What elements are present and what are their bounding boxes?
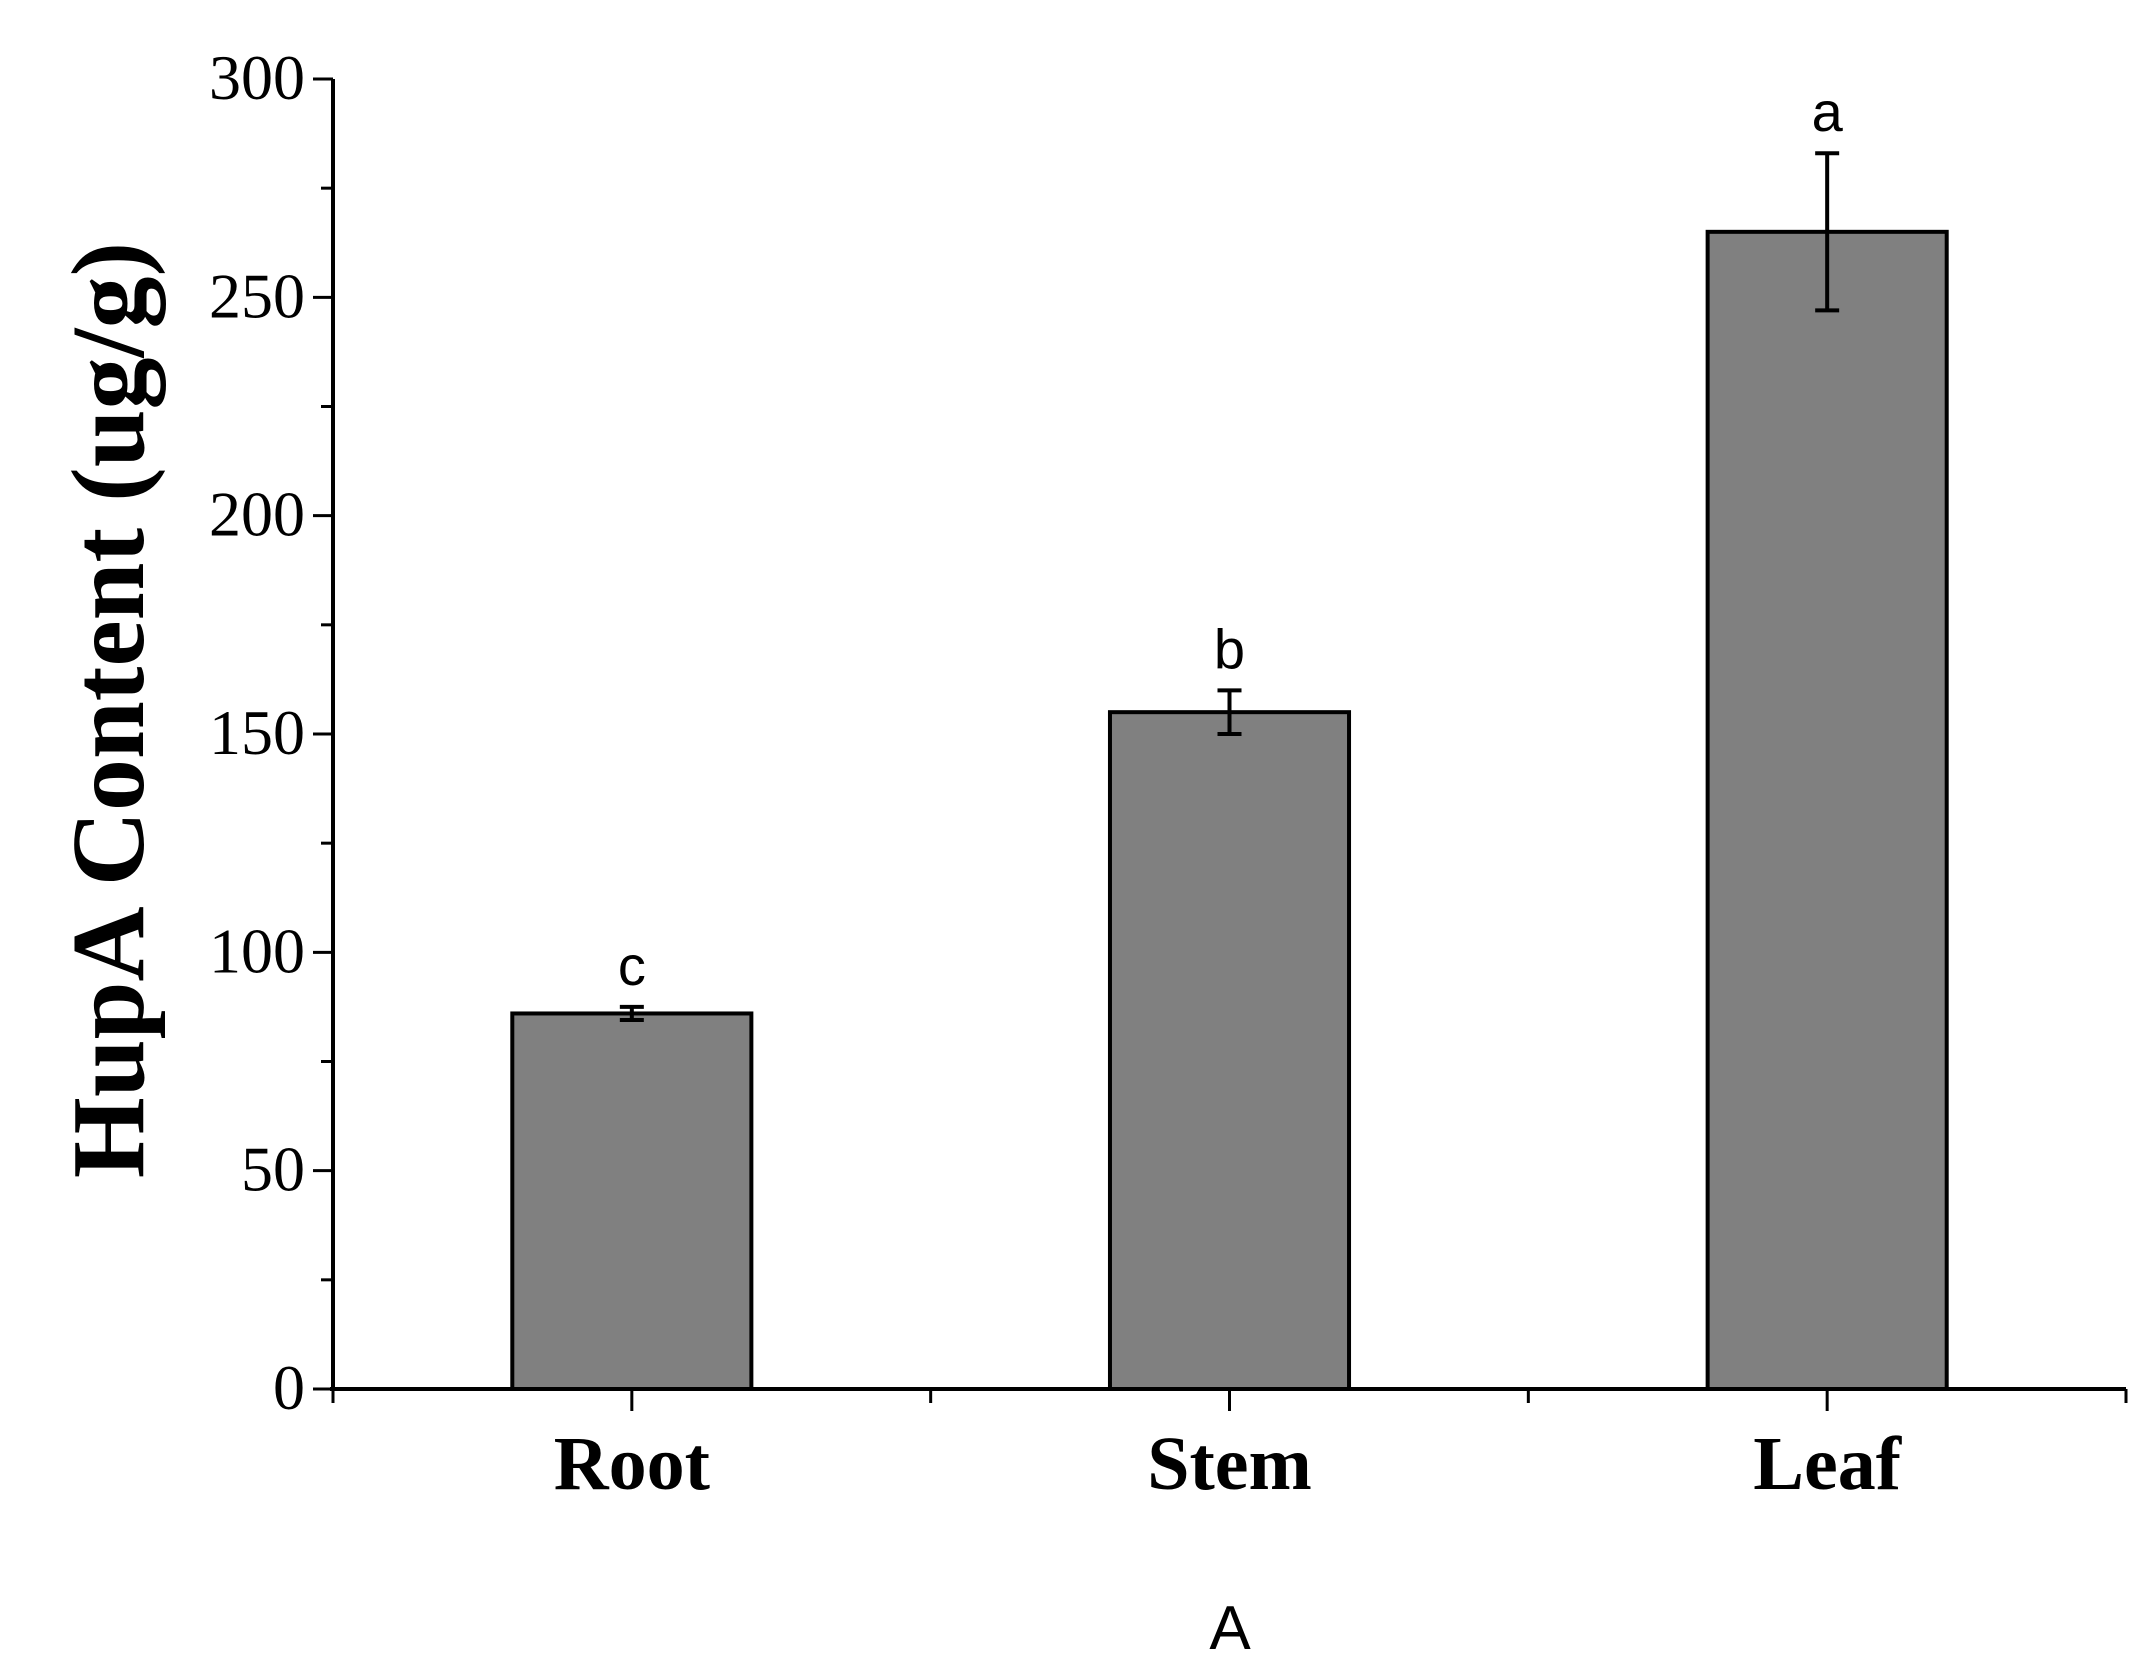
- y-tick-label: 0: [273, 1352, 305, 1423]
- significance-letter-leaf: a: [1812, 80, 1844, 143]
- bar-root: [510, 1011, 754, 1391]
- axes: [330, 79, 2126, 1391]
- bar-leaf: [1705, 229, 1949, 1391]
- y-axis-ticks: 0 50 100 150 200 250 300: [209, 42, 333, 1423]
- y-tick-label: 200: [209, 479, 305, 550]
- bars: [510, 229, 1949, 1391]
- error-bar-root: [619, 1004, 644, 1023]
- y-axis-title: HupA Content (ug/g): [51, 242, 166, 1178]
- significance-letters: c b a: [618, 80, 1844, 997]
- significance-letter-root: c: [618, 934, 646, 997]
- x-axis-ticks: Root Stem Leaf: [331, 1389, 2128, 1506]
- y-tick-label: 50: [241, 1134, 305, 1205]
- y-tick-label: 100: [209, 915, 305, 986]
- x-tick-label-stem: Stem: [1147, 1422, 1312, 1506]
- error-bar-stem: [1217, 688, 1242, 736]
- y-tick-label: 150: [209, 697, 305, 768]
- error-bar-leaf: [1815, 151, 1840, 313]
- significance-letter-stem: b: [1214, 617, 1245, 680]
- x-tick-label-leaf: Leaf: [1753, 1422, 1902, 1506]
- panel-label: A: [1209, 1594, 1251, 1663]
- x-tick-label-root: Root: [554, 1422, 710, 1506]
- bar-stem: [1107, 710, 1352, 1391]
- y-tick-label: 300: [209, 42, 305, 113]
- error-bars: [619, 151, 1840, 1023]
- y-tick-label: 250: [209, 260, 305, 331]
